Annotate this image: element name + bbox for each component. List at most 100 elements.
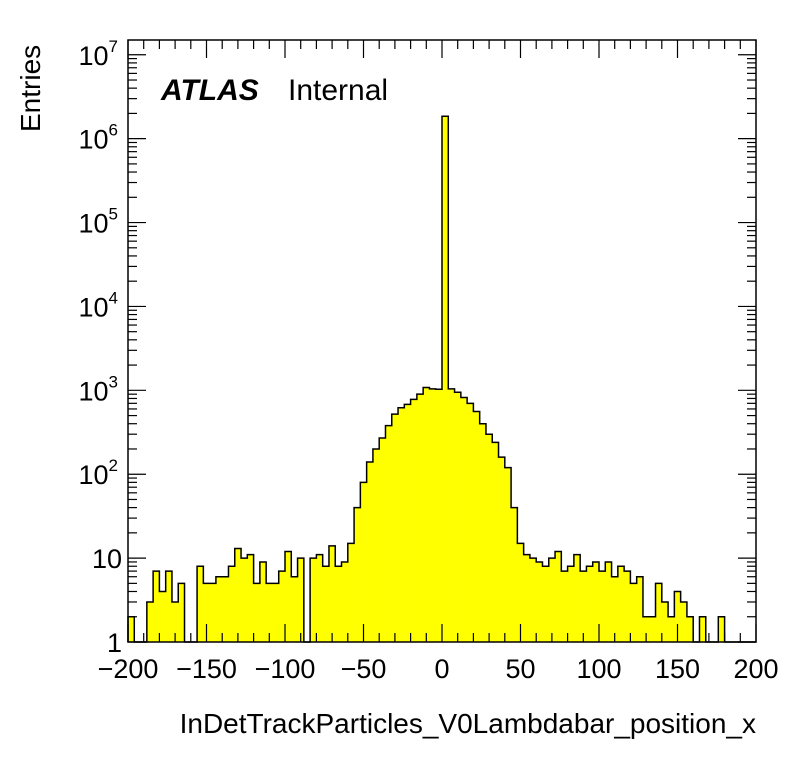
histogram-bin — [285, 551, 292, 642]
x-tick-label: 150 — [655, 654, 700, 684]
histogram-bin — [680, 601, 688, 642]
histogram-bin — [548, 558, 556, 642]
histogram-bin — [197, 566, 204, 642]
histogram-bin — [278, 571, 286, 642]
histogram-bin — [555, 551, 562, 642]
x-tick-labels: −200 −150 −100 −50 0 50 100 150 200 — [98, 654, 779, 684]
histogram-bars — [128, 116, 725, 643]
histogram-bin — [592, 561, 600, 642]
histogram-bin — [341, 561, 349, 642]
histogram-bin — [479, 423, 487, 642]
histogram-bin — [642, 616, 650, 642]
histogram-bin — [241, 558, 248, 642]
histogram-bin — [423, 387, 430, 642]
histogram-bin — [316, 554, 323, 642]
histogram-bin — [354, 507, 361, 642]
histogram-bin — [442, 116, 449, 643]
histogram-bin — [291, 576, 298, 642]
histogram-bin — [473, 411, 480, 642]
histogram-bin — [203, 583, 210, 642]
histogram-outline — [127, 115, 756, 643]
histogram-bin — [511, 507, 518, 642]
histogram-bin — [624, 571, 631, 642]
histogram-bin — [542, 566, 550, 642]
histogram-bin — [272, 583, 280, 642]
histogram-bin — [498, 457, 506, 642]
histogram-bin — [297, 558, 305, 642]
y-tick-label: 102 — [78, 456, 118, 490]
histogram-bin — [561, 571, 568, 642]
y-tick-label: 104 — [78, 288, 118, 322]
histogram-bin — [391, 414, 399, 642]
x-tick-label: −200 — [98, 654, 159, 684]
histogram-bin — [454, 392, 462, 642]
histogram-bin — [536, 561, 543, 642]
histogram-bin — [266, 583, 273, 642]
histogram-bin — [360, 482, 367, 642]
histogram-bin — [385, 425, 393, 642]
histogram-bin — [630, 583, 637, 642]
histogram-bin — [674, 591, 681, 642]
x-tick-label: 100 — [576, 654, 621, 684]
histogram-bin — [416, 394, 424, 642]
y-tick-label: 107 — [78, 37, 118, 71]
x-tick-label: −50 — [341, 654, 387, 684]
histogram-bin — [686, 616, 694, 642]
histogram-bin — [322, 566, 330, 642]
histogram-bin — [347, 543, 355, 642]
y-tick-label: 103 — [78, 372, 118, 406]
histogram-bin — [153, 571, 160, 642]
x-tick-label: 50 — [505, 654, 535, 684]
histogram-bin — [410, 399, 418, 642]
histogram-bin — [435, 389, 443, 642]
histogram-bin — [404, 404, 411, 642]
histogram-bin — [372, 448, 380, 642]
histogram-bin — [165, 571, 173, 642]
histogram-bin — [178, 583, 185, 642]
histogram-bin — [599, 571, 606, 642]
histogram-bin — [467, 403, 474, 642]
histogram-bin — [310, 558, 317, 642]
histogram-bin — [247, 554, 254, 642]
histogram-bin — [586, 566, 594, 642]
axis-ticks — [127, 40, 757, 643]
histogram-bin — [460, 397, 468, 642]
histogram-bin — [573, 554, 581, 642]
histogram-bin — [699, 616, 707, 642]
histogram-bin — [259, 561, 267, 642]
y-tick-labels: 1 10 102 103 104 105 106 107 — [78, 37, 122, 658]
x-axis-title: InDetTrackParticles_V0Lambdabar_position… — [180, 708, 756, 739]
histogram-bin — [159, 591, 166, 642]
status-label: Internal — [288, 74, 388, 107]
histogram-bin — [517, 543, 524, 642]
histogram-bin — [253, 583, 261, 642]
histogram-bin — [429, 388, 437, 642]
histogram-bin — [617, 566, 625, 642]
histogram-bin — [128, 616, 135, 642]
x-tick-label: 0 — [434, 654, 449, 684]
histogram-bin — [485, 434, 493, 642]
histogram-bin — [379, 438, 386, 642]
histogram-bin — [328, 545, 336, 642]
histogram-bin — [655, 583, 663, 642]
histogram-bin — [398, 407, 405, 642]
histogram-bin — [529, 558, 537, 642]
histogram-bin — [171, 601, 179, 642]
histogram-bin — [335, 566, 342, 642]
y-tick-label: 106 — [78, 121, 118, 155]
histogram-bin — [649, 616, 656, 642]
histogram-bin — [448, 388, 455, 642]
histogram-bin — [504, 467, 512, 642]
histogram-bin — [661, 601, 669, 642]
x-tick-label: −150 — [176, 654, 237, 684]
atlas-label: ATLAS — [160, 74, 259, 107]
histogram-bin — [523, 554, 531, 642]
x-tick-label: 200 — [733, 654, 778, 684]
histogram-bin — [668, 616, 675, 642]
histogram-bin — [366, 461, 374, 642]
histogram-bin — [492, 442, 499, 642]
y-tick-label: 105 — [78, 205, 118, 239]
histogram-bin — [580, 571, 587, 642]
histogram-bin — [605, 561, 612, 642]
